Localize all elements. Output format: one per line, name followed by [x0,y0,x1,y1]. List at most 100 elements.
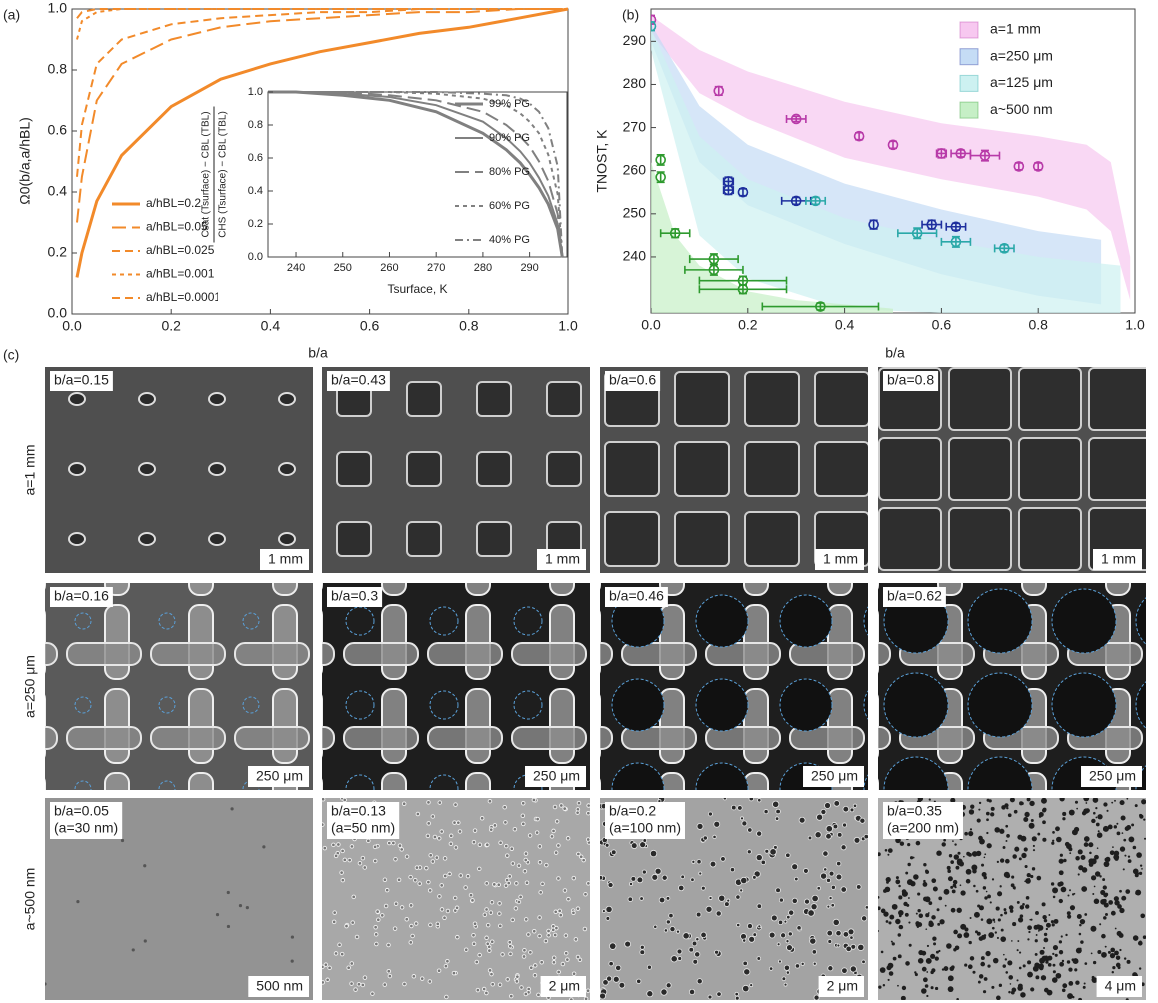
pore [1044,919,1047,922]
pore [400,848,404,852]
fiber [67,727,141,749]
pore [1012,854,1016,858]
pore [485,882,489,886]
pore [957,933,962,938]
pore [557,844,561,848]
hole [1089,368,1151,430]
pore [324,963,328,967]
image-sublabel: (a=200 nm) [887,820,959,836]
pore [966,879,971,884]
pore [715,950,719,954]
pore [1126,998,1129,1001]
pore [410,924,414,928]
hole [605,442,659,496]
pore [724,902,729,907]
pore [1005,859,1010,864]
hole [1019,508,1081,570]
pore [440,908,444,912]
image-label: b/a=0.6 [609,372,656,388]
pore [1098,830,1100,832]
pore [750,984,753,987]
pore [561,962,565,966]
pore [572,876,576,880]
pore [405,917,409,921]
pore [538,934,542,938]
pore [758,925,761,928]
pore [1024,880,1026,882]
pore [978,809,980,811]
pore [1048,914,1050,916]
pore [1084,962,1087,965]
hole [279,463,295,475]
pore [921,951,926,956]
pore [429,923,433,927]
pore [925,928,927,930]
pore [996,996,1001,1001]
pore [529,951,533,955]
fiber [235,727,309,749]
hole [477,452,511,486]
pore [977,932,981,936]
pore [970,805,974,809]
pore [960,884,962,886]
pore [836,930,841,935]
pore-outline [696,679,748,731]
pore-outline [884,673,948,737]
pore [1124,957,1126,959]
pore [901,996,906,1001]
hole [1019,368,1081,430]
pore [1037,833,1040,836]
pore [1131,823,1134,826]
pore [738,806,743,811]
pore [808,836,812,840]
pore [1035,953,1038,956]
pore [374,933,378,937]
pore [678,957,682,961]
pore [598,875,603,880]
pore [692,860,695,863]
legend-label: 40% PG [489,234,530,246]
pore [883,911,888,916]
fiber [1152,727,1158,749]
pore [1119,949,1121,951]
pore [1133,935,1139,941]
legend-swatch [960,102,978,118]
pore [824,868,827,871]
pore [517,864,521,868]
pore [888,921,891,924]
pore [1091,875,1096,880]
pore [891,941,893,943]
pore [1089,852,1092,855]
pore [842,968,848,974]
pore [650,850,656,856]
pore [781,933,786,938]
pore [850,966,856,972]
pore [405,855,409,859]
pore [999,984,1002,987]
legend-label: a=1 mm [990,21,1041,37]
hole [477,382,511,416]
pore [1028,931,1030,933]
pore [779,898,783,902]
scale-bar-label: 250 μm [811,768,858,784]
pore [1034,925,1039,930]
pore [1006,874,1011,879]
pore [435,856,439,860]
pore [1119,890,1122,893]
pore [1041,798,1047,804]
pore [1119,908,1124,913]
pore [1003,954,1005,956]
pore [1029,801,1034,806]
pore [1067,993,1073,999]
y-tick-label: 270 [623,118,647,134]
pore [716,911,721,916]
pore [955,866,959,870]
pore [1096,817,1098,819]
pore [486,923,490,927]
pore [953,884,957,888]
pore [979,839,985,845]
pore [1105,946,1107,948]
pore [121,839,124,842]
pore [1018,917,1023,922]
pore-outline [1052,589,1116,653]
